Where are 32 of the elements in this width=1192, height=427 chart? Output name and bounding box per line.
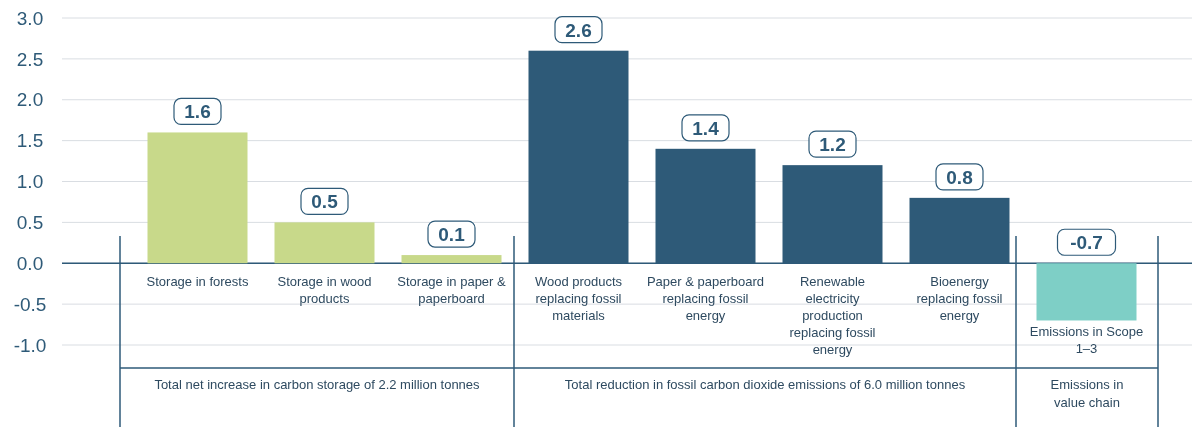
data-label: 2.6 — [565, 19, 592, 41]
bar — [1036, 263, 1137, 321]
data-label: -0.7 — [1070, 232, 1103, 254]
x-tick-label: Emissions in Scope 1–3 — [1029, 324, 1144, 356]
data-label: 0.1 — [438, 223, 466, 245]
y-tick-label: -0.5 — [13, 293, 47, 315]
data-label: 1.4 — [692, 117, 720, 139]
x-tick-label: Storage in forests — [146, 274, 249, 289]
y-tick-label: 3.0 — [16, 7, 44, 29]
text: Emissions in value chain — [1050, 377, 1124, 410]
x-tick-label: Storage in paper & paperboard — [397, 274, 507, 306]
data-label: 1.6 — [184, 101, 211, 123]
y-tick-label: 2.0 — [16, 89, 44, 111]
y-tick-label: 1.0 — [16, 171, 44, 193]
data-label: 1.2 — [819, 133, 846, 155]
bar — [274, 222, 375, 264]
bar — [401, 255, 502, 264]
x-tick-label: Wood products replacing fossil materials — [534, 274, 623, 323]
y-tick-label: 0.5 — [16, 212, 44, 234]
y-tick-label: -1.0 — [13, 334, 47, 356]
x-tick-label: Paper & paperboard replacing fossil energy — [646, 274, 765, 323]
x-tick-label: Bioenergy replacing fossil energy — [916, 274, 1003, 323]
bar — [147, 132, 248, 264]
y-tick-label: 0.0 — [16, 252, 44, 274]
text: Total net increase in carbon storage of 2.2 million tonnes — [154, 377, 481, 392]
data-label: 0.5 — [311, 191, 339, 213]
data-label: 0.8 — [946, 166, 973, 188]
text: Total reduction in fossil carbon dioxide emissions of 6.0 million tonnes — [564, 377, 966, 392]
y-tick-label: 2.5 — [16, 48, 44, 70]
y-tick-label: 1.5 — [16, 130, 44, 152]
x-tick-label: Storage in wood products — [277, 274, 372, 306]
x-tick-label: Renewable electricity production replacing fossil energy — [789, 274, 876, 357]
